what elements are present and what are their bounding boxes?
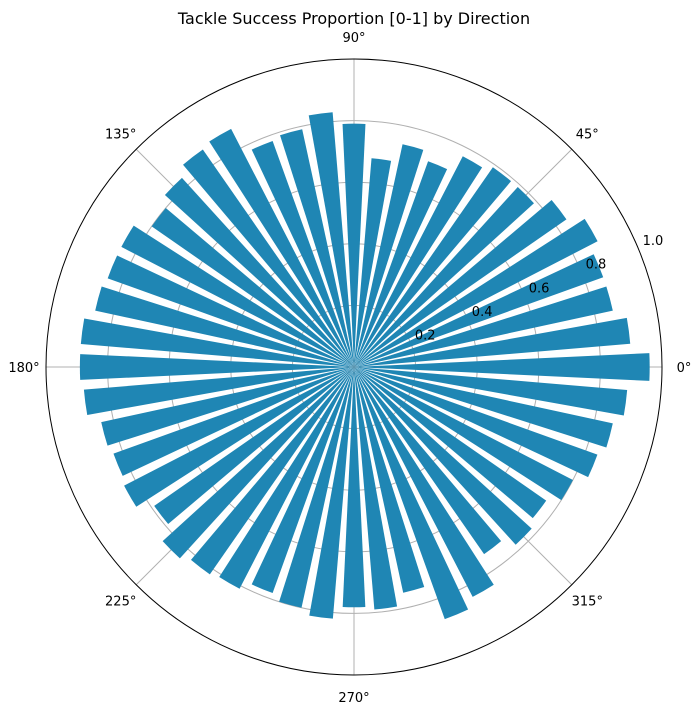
radial-tick-label-0.4: 0.4	[472, 305, 493, 320]
angle-tick-label-90: 90°	[342, 31, 365, 46]
bar-225deg	[162, 367, 354, 559]
bar-60deg	[354, 156, 483, 367]
bar-247.5deg	[251, 367, 354, 594]
labels-layer: 0° 45° 90° 135° 180° 225° 270° 315° 0.2 0.4 0.6 0.8…	[8, 31, 691, 706]
bar-255deg	[279, 367, 354, 608]
bar-202.5deg	[113, 367, 354, 476]
bar-322.5deg	[354, 367, 547, 519]
bar-37.5deg	[354, 200, 567, 367]
bar-352.5deg	[354, 367, 628, 416]
bar-270deg	[342, 367, 366, 608]
bar-345deg	[354, 367, 613, 448]
bar-82.5deg	[354, 158, 392, 367]
bar-67.5deg	[354, 161, 448, 367]
bar-22.5deg	[354, 254, 604, 367]
bar-90deg	[342, 123, 366, 368]
bar-150deg	[121, 225, 354, 367]
radial-tick-label-1.0: 1.0	[643, 234, 664, 249]
bar-45deg	[354, 187, 534, 367]
bar-172.5deg	[80, 318, 354, 367]
bar-285deg	[354, 367, 425, 593]
bar-292.5deg	[354, 367, 469, 620]
bar-0deg	[354, 353, 650, 381]
bar-112.5deg	[251, 140, 354, 367]
bar-330deg	[354, 367, 573, 501]
angle-tick-label-270: 270°	[338, 691, 369, 706]
bar-210deg	[124, 367, 354, 507]
bar-232.5deg	[190, 367, 354, 575]
angle-tick-label-135: 135°	[105, 128, 136, 143]
bar-135deg	[164, 177, 354, 367]
bar-187.5deg	[83, 367, 354, 415]
radial-tick-label-0.2: 0.2	[415, 328, 436, 343]
bar-97.5deg	[308, 112, 354, 367]
bar-277.5deg	[354, 367, 398, 610]
bar-127.5deg	[183, 149, 354, 367]
angle-tick-label-180: 180°	[8, 361, 39, 376]
bar-180deg	[79, 354, 354, 380]
bar-30deg	[354, 218, 598, 367]
bar-315deg	[354, 367, 532, 545]
polar-frame	[45, 58, 663, 676]
bar-105deg	[280, 129, 354, 367]
bar-195deg	[101, 367, 354, 446]
bar-52.5deg	[354, 167, 512, 367]
chart-title: Tackle Success Proportion [0-1] by Direc…	[177, 9, 530, 28]
bar-307.5deg	[354, 367, 502, 555]
bar-217.5deg	[154, 367, 354, 525]
angle-tick-label-0: 0°	[677, 361, 692, 376]
radial-tick-label-0.8: 0.8	[586, 258, 607, 273]
bar-75deg	[354, 144, 424, 367]
bar-337.5deg	[354, 367, 598, 478]
bar-142.5deg	[151, 207, 354, 367]
angle-tick-label-225: 225°	[105, 594, 136, 609]
radial-tick-label-0.6: 0.6	[529, 281, 550, 296]
bar-120deg	[209, 128, 354, 367]
bar-240deg	[219, 367, 354, 589]
bar-165deg	[95, 286, 354, 367]
angle-tick-label-315: 315°	[572, 594, 603, 609]
bar-262.5deg	[309, 367, 354, 619]
angle-tick-label-45: 45°	[576, 128, 599, 143]
bar-157.5deg	[107, 255, 355, 367]
bar-300deg	[354, 367, 494, 597]
bar-7.5deg	[354, 317, 631, 367]
bar-15deg	[354, 286, 613, 367]
bars-layer	[79, 112, 650, 620]
